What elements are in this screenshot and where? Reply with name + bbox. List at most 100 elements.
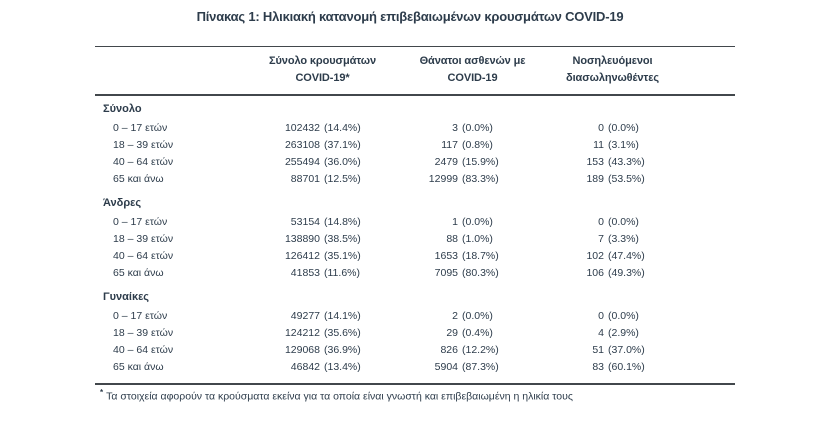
deaths-count: 29	[446, 326, 458, 339]
cell-deaths: 1653 (18.7%)	[400, 250, 545, 262]
intubated-percent: (3.3%)	[608, 232, 639, 245]
row-label-age-group: 18 – 39 ετών	[113, 138, 174, 151]
row-label-age-group: 18 – 39 ετών	[113, 326, 174, 339]
cell-cases: 88701 (12.5%)	[245, 173, 400, 185]
row-label-age-group: 0 – 17 ετών	[113, 215, 168, 228]
cell-cases: 46842 (13.4%)	[245, 361, 400, 373]
intubated-count: 106	[586, 266, 604, 279]
header-label-spacer	[95, 53, 245, 87]
cases-percent: (14.8%)	[324, 215, 361, 228]
cell-intubated: 0 (0.0%)	[545, 216, 680, 228]
cases-percent: (35.6%)	[324, 326, 361, 339]
cell-cases: 138890 (38.5%)	[245, 233, 400, 245]
column-header-deaths-line2: COVID-19	[447, 72, 498, 84]
cell-intubated: 83 (60.1%)	[545, 361, 680, 373]
intubated-percent: (47.4%)	[608, 249, 645, 262]
deaths-count: 826	[440, 343, 458, 356]
cell-cases: 41853 (11.6%)	[245, 267, 400, 279]
intubated-percent: (49.3%)	[608, 266, 645, 279]
cell-cases: 53154 (14.8%)	[245, 216, 400, 228]
deaths-count: 117	[441, 138, 458, 151]
cases-count: 124212	[284, 326, 320, 339]
cases-percent: (12.5%)	[324, 172, 361, 185]
table-body: Σύνολο 0 – 17 ετών 102432 (14.4%) 3 (0.0…	[95, 99, 735, 383]
intubated-count: 153	[586, 155, 604, 168]
table-rule-bottom	[95, 383, 735, 385]
deaths-count: 1	[452, 215, 458, 228]
cell-deaths: 2479 (15.9%)	[400, 156, 545, 168]
footnote-text: Τα στοιχεία αφορούν τα κρούσματα εκείνα …	[106, 390, 573, 403]
column-header-cases-line1: Σύνολο κρουσμάτων	[269, 55, 376, 67]
deaths-percent: (15.9%)	[462, 155, 499, 168]
intubated-count: 102	[586, 249, 604, 262]
cell-deaths: 3 (0.0%)	[400, 122, 545, 134]
cases-percent: (14.1%)	[324, 309, 361, 322]
column-header-deaths-line1: Θάνατοι ασθενών με	[419, 55, 526, 67]
deaths-count: 2	[452, 309, 458, 322]
cases-count: 102432	[284, 121, 320, 134]
intubated-count: 83	[592, 360, 604, 373]
cell-cases: 102432 (14.4%)	[245, 122, 400, 134]
cases-percent: (13.4%)	[324, 360, 361, 373]
cases-percent: (37.1%)	[324, 138, 361, 151]
table-row: 65 και άνω 88701 (12.5%) 12999 (83.3%) 1…	[95, 170, 735, 187]
cell-intubated: 51 (37.0%)	[545, 344, 680, 356]
footnote-asterisk: *	[100, 388, 104, 397]
cell-intubated: 0 (0.0%)	[545, 122, 680, 134]
row-label-age-group: 40 – 64 ετών	[113, 155, 174, 168]
table-section: Άνδρες 0 – 17 ετών 53154 (14.8%) 1 (0.0%…	[95, 193, 735, 281]
table-section: Γυναίκες 0 – 17 ετών 49277 (14.1%) 2 (0.…	[95, 287, 735, 375]
intubated-count: 0	[598, 309, 604, 322]
deaths-percent: (0.0%)	[462, 215, 493, 228]
intubated-count: 7	[598, 232, 604, 245]
deaths-count: 5904	[434, 360, 458, 373]
row-label-age-group: 65 και άνω	[113, 172, 164, 185]
table-row: 40 – 64 ετών 255494 (36.0%) 2479 (15.9%)…	[95, 153, 735, 170]
deaths-percent: (1.0%)	[462, 232, 493, 245]
cell-cases: 263108 (37.1%)	[245, 139, 400, 151]
cases-count: 46842	[290, 360, 320, 373]
cell-deaths: 5904 (87.3%)	[400, 361, 545, 373]
cell-intubated: 7 (3.3%)	[545, 233, 680, 245]
section-header: Άνδρες	[103, 197, 142, 209]
table-row: 0 – 17 ετών 102432 (14.4%) 3 (0.0%) 0 (0…	[95, 119, 735, 136]
row-label-age-group: 0 – 17 ετών	[113, 121, 168, 134]
cell-deaths: 88 (1.0%)	[400, 233, 545, 245]
intubated-percent: (0.0%)	[608, 309, 639, 322]
deaths-percent: (12.2%)	[462, 343, 499, 356]
table-header-row: Σύνολο κρουσμάτων COVID-19* Θάνατοι ασθε…	[95, 47, 735, 94]
table-row: 40 – 64 ετών 126412 (35.1%) 1653 (18.7%)…	[95, 247, 735, 264]
cell-cases: 49277 (14.1%)	[245, 310, 400, 322]
cell-deaths: 7095 (80.3%)	[400, 267, 545, 279]
row-label-age-group: 0 – 17 ετών	[113, 309, 168, 322]
cases-count: 129068	[284, 343, 320, 356]
intubated-count: 0	[598, 121, 604, 134]
column-header-intubated-line1: Νοσηλευόμενοι	[572, 55, 653, 67]
deaths-count: 2479	[434, 155, 458, 168]
table-row: 0 – 17 ετών 49277 (14.1%) 2 (0.0%) 0 (0.…	[95, 307, 735, 324]
column-header-cases: Σύνολο κρουσμάτων COVID-19*	[245, 53, 400, 87]
deaths-count: 7095	[434, 266, 458, 279]
cases-count: 126412	[284, 249, 320, 262]
cases-percent: (36.9%)	[324, 343, 361, 356]
intubated-percent: (3.1%)	[608, 138, 639, 151]
cases-count: 263108	[284, 138, 320, 151]
cases-count: 49277	[290, 309, 320, 322]
deaths-percent: (0.8%)	[462, 138, 493, 151]
column-header-deaths: Θάνατοι ασθενών με COVID-19	[400, 53, 545, 87]
table-row: 65 και άνω 46842 (13.4%) 5904 (87.3%) 83…	[95, 358, 735, 375]
cell-deaths: 826 (12.2%)	[400, 344, 545, 356]
row-label-age-group: 40 – 64 ετών	[113, 343, 174, 356]
table-row: 0 – 17 ετών 53154 (14.8%) 1 (0.0%) 0 (0.…	[95, 213, 735, 230]
deaths-percent: (87.3%)	[462, 360, 499, 373]
cases-count: 138890	[284, 232, 320, 245]
table-title: Πίνακας 1: Ηλικιακή κατανομή επιβεβαιωμέ…	[196, 9, 624, 24]
row-label-age-group: 65 και άνω	[113, 266, 164, 279]
intubated-percent: (2.9%)	[608, 326, 639, 339]
cell-intubated: 11 (3.1%)	[545, 139, 680, 151]
table-row: 18 – 39 ετών 124212 (35.6%) 29 (0.4%) 4 …	[95, 324, 735, 341]
intubated-count: 11	[593, 138, 604, 151]
cases-percent: (36.0%)	[324, 155, 361, 168]
cell-deaths: 2 (0.0%)	[400, 310, 545, 322]
